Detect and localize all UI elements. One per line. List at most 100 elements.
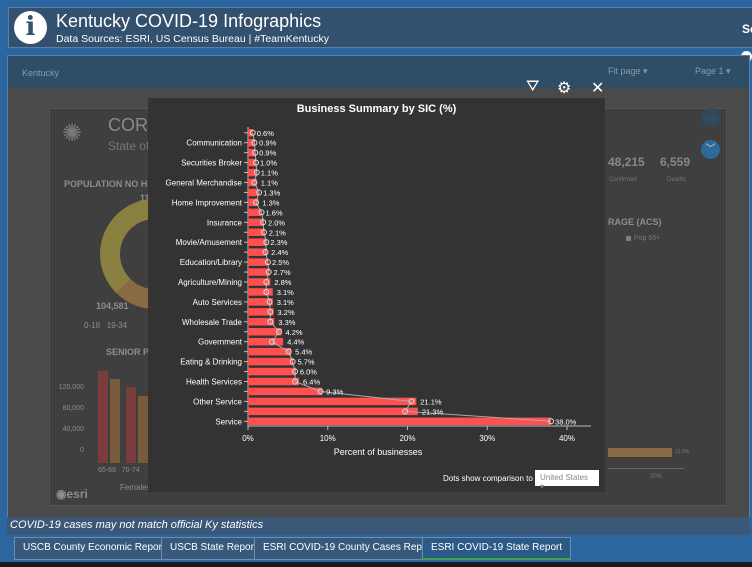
- virus-icon: ✺: [62, 120, 83, 147]
- senior-ytick: 40,000: [62, 426, 84, 433]
- data-label: 4.4%: [287, 338, 304, 347]
- y-tick-label: Home Improvement: [172, 198, 243, 207]
- comparison-dot: [264, 259, 271, 266]
- data-label: 0.6%: [257, 129, 274, 138]
- comparison-dot: [263, 288, 270, 295]
- senior-bar: [110, 379, 120, 463]
- comparison-dot: [268, 338, 275, 345]
- comparison-dot: [267, 308, 274, 315]
- data-label: 2.5%: [272, 258, 289, 267]
- comparison-dot: [256, 189, 263, 196]
- scroll-down-button[interactable]: ﹀: [701, 140, 720, 159]
- info-icon[interactable]: i: [14, 11, 47, 44]
- x-tick-label: 0%: [242, 434, 254, 443]
- comparison-dropdown[interactable]: United States ▾: [535, 470, 599, 491]
- senior-ytick: 120,000: [58, 384, 84, 391]
- comparison-dot: [317, 388, 324, 395]
- tab-esri-county-cases[interactable]: ESRI COVID-19 County Cases Reports: [254, 537, 448, 560]
- y-tick-label: Health Services: [186, 378, 242, 387]
- bar: [248, 387, 323, 396]
- data-label: 2.8%: [274, 278, 291, 287]
- comparison-dot: [548, 418, 555, 425]
- bar: [248, 208, 261, 217]
- senior-bar: [138, 396, 148, 463]
- app-header: i Kentucky COVID-19 Infographics Data So…: [8, 7, 752, 48]
- coverage-legend-swatch: [626, 236, 631, 241]
- comparison-dot: [402, 408, 409, 415]
- coverage-bar-label: 21.9%: [675, 449, 690, 455]
- data-label: 2.4%: [271, 248, 288, 257]
- bar: [248, 288, 273, 296]
- senior-ytick: 0: [80, 447, 84, 454]
- donut-value: 104,581: [96, 301, 129, 311]
- comparison-dot: [266, 298, 273, 305]
- y-tick-label: General Merchandise: [166, 179, 243, 188]
- bar: [248, 168, 257, 177]
- confirmed-label: Confirmed: [609, 177, 637, 183]
- bar: [248, 248, 268, 256]
- header-right-text[interactable]: Se: [742, 22, 752, 36]
- page-dropdown[interactable]: Page 1 ▾: [695, 66, 731, 76]
- bar: [248, 268, 270, 276]
- pop-no-health-heading: POPULATION NO HEAL: [64, 179, 166, 189]
- x-tick-label: 40%: [559, 434, 575, 443]
- bar: [248, 357, 294, 366]
- tab-uscb-state[interactable]: USCB State Report: [161, 537, 266, 560]
- bar: [248, 328, 282, 336]
- y-tick-label: Communication: [186, 139, 242, 148]
- comparison-selected: United States: [540, 473, 589, 482]
- comparison-dot: [252, 199, 259, 206]
- bar: [248, 258, 268, 266]
- data-label: 1.0%: [260, 159, 277, 168]
- comparison-dot: [251, 179, 258, 186]
- data-label: 1.3%: [263, 188, 280, 197]
- comparison-dot: [267, 318, 274, 325]
- data-label: 6.4%: [303, 378, 320, 387]
- chart-title: Business Summary by SIC (%): [296, 103, 457, 115]
- senior-heading: SENIOR PO: [106, 347, 157, 357]
- data-label: 5.7%: [297, 358, 314, 367]
- bar: [248, 377, 300, 386]
- comparison-dot: [252, 149, 259, 156]
- data-label: 3.3%: [278, 318, 295, 327]
- report-bar: Kentucky Fit page ▾ Page 1 ▾: [8, 56, 749, 88]
- gear-icon[interactable]: ⚙: [557, 80, 572, 97]
- data-label: 1.6%: [266, 208, 283, 217]
- x-tick-label: 30%: [479, 434, 495, 443]
- scroll-up-button[interactable]: ︿: [701, 108, 720, 127]
- fit-page-label: Fit page: [608, 66, 641, 76]
- data-label: 9.3%: [326, 387, 343, 396]
- senior-xtick: 65-69: [98, 467, 116, 474]
- donut-value-top: 11: [140, 193, 150, 203]
- bar: [248, 318, 275, 326]
- data-label: 6.0%: [300, 368, 317, 377]
- bar: [248, 228, 265, 236]
- comparison-dot: [258, 209, 265, 216]
- data-label: 2.3%: [270, 238, 287, 247]
- coverage-legend: Pop 65+: [634, 235, 661, 242]
- comparison-dot: [276, 328, 283, 335]
- filter-icon[interactable]: ⛛: [526, 78, 540, 95]
- comparison-dot: [408, 398, 415, 405]
- taskbar-strip: [0, 562, 752, 567]
- data-label: 3.1%: [277, 298, 294, 307]
- comparison-dot: [285, 348, 292, 355]
- data-label: 1.1%: [261, 179, 278, 188]
- fit-page-dropdown[interactable]: Fit page ▾: [608, 66, 648, 76]
- close-icon[interactable]: ✕: [591, 80, 605, 97]
- legend-0-18: 0-18: [84, 321, 101, 330]
- tab-uscb-county-economic[interactable]: USCB County Economic Reports: [14, 537, 179, 560]
- y-tick-label: Auto Services: [193, 298, 242, 307]
- senior-bar: [98, 371, 108, 463]
- comparison-dot: [292, 368, 299, 375]
- data-label: 3.2%: [278, 308, 295, 317]
- app-subtitle: Data Sources: ESRI, US Census Bureau | #…: [56, 33, 329, 45]
- senior-xtick: 70-74: [121, 467, 140, 474]
- data-label: 2.7%: [274, 268, 291, 277]
- y-tick-label: Government: [198, 338, 243, 347]
- bar: [248, 417, 552, 426]
- y-tick-label: Service: [215, 417, 242, 426]
- app-title: Kentucky COVID-19 Infographics: [56, 11, 322, 31]
- data-label: 21.3%: [422, 407, 444, 416]
- tab-esri-state-report[interactable]: ESRI COVID-19 State Report: [422, 537, 572, 560]
